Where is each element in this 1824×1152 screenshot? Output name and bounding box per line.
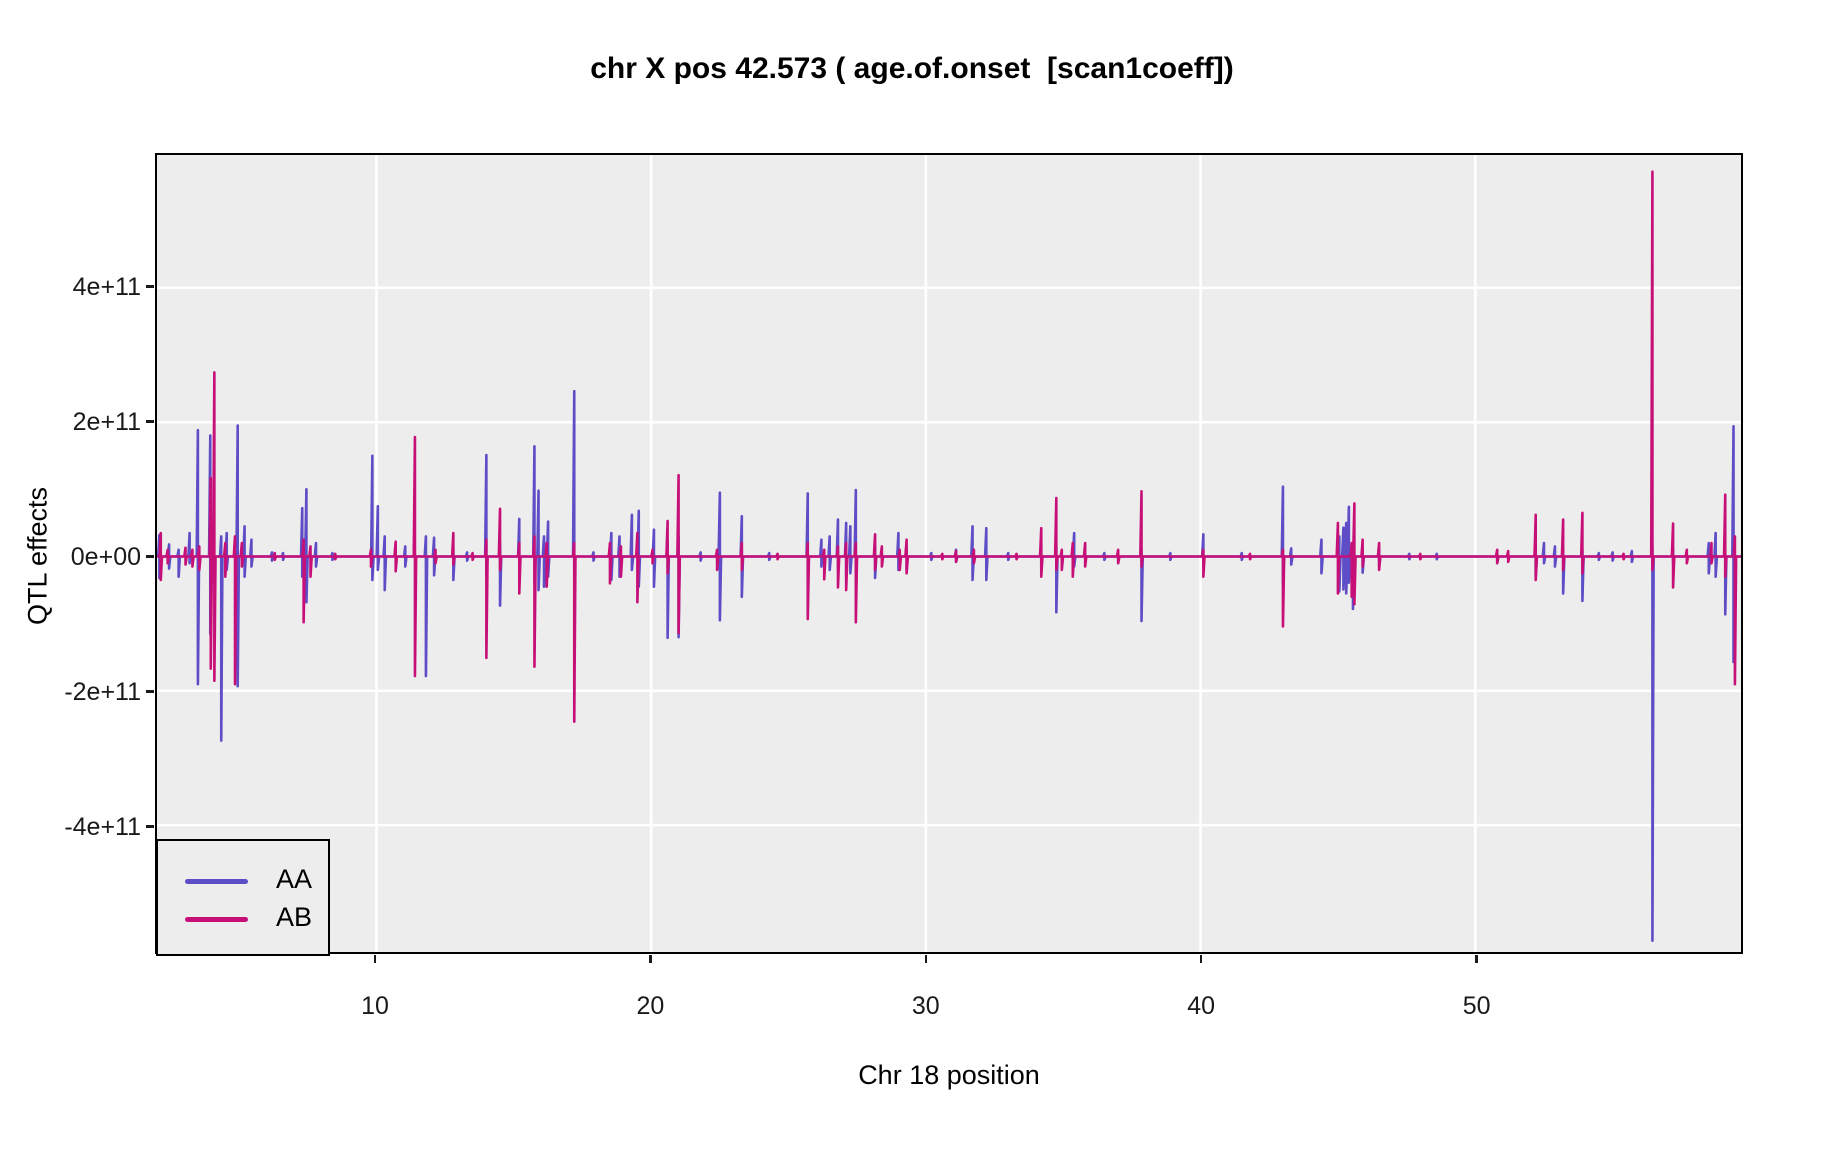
chart-area [157,155,1741,952]
x-tick-mark [1475,955,1478,963]
legend-box: AA AB [156,839,330,956]
x-tick-mark [924,955,928,963]
x-tick-label-30: 30 [911,992,940,1020]
y-tick-label--4e+11: -4e+11 [64,812,141,841]
series-line-AB [157,170,1741,723]
legend-label-AA: AA [276,864,313,894]
y-tick-mark [146,285,154,288]
x-tick-label-40: 40 [1187,992,1216,1020]
legend-label-AB: AB [276,902,313,932]
y-tick-mark [146,420,154,423]
y-tick-mark [146,825,154,828]
y-tick-label-2e+11: 2e+11 [72,407,141,436]
x-tick-mark [373,955,377,963]
series-line-AA [157,389,1741,942]
y-tick-label-4e+11: 4e+11 [72,272,141,301]
y-tick-mark [146,555,154,558]
plot-panel [155,153,1743,954]
x-tick-mark [649,955,652,963]
y-tick-mark [146,690,154,693]
y-tick-label-0e+00: 0e+00 [70,542,141,571]
x-tick-label-10: 10 [361,992,389,1020]
x-tick-mark [1199,955,1203,963]
legend-entry-AB: AB [158,900,328,938]
x-tick-label-20: 20 [636,992,665,1020]
y-tick-label--2e+11: -2e+11 [64,677,141,706]
x-tick-label-50: 50 [1462,992,1491,1020]
plot-title: chr X pos 42.573 ( age.of.onset [scan1co… [590,52,1234,85]
legend-key-line-AA [185,879,248,884]
legend-key-line-AB [185,917,248,922]
legend-entry-AA: AA [158,862,328,900]
y-axis-title: QTL effects [22,486,53,626]
x-axis-title: Chr 18 position [858,1060,1040,1090]
